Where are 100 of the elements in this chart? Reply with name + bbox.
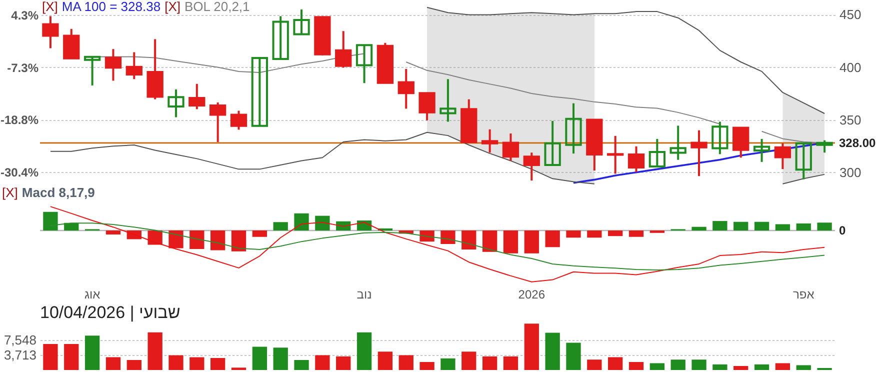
bar: [566, 342, 581, 370]
y-tick-label: 350: [840, 112, 862, 128]
y-tick-label: 400: [840, 60, 862, 75]
x-tick-label: 2026: [518, 288, 546, 302]
bar: [628, 230, 644, 237]
bar: [84, 336, 100, 370]
y-tick-label: 7,548: [4, 332, 36, 348]
candlestick: [418, 92, 436, 122]
bar: [692, 360, 706, 370]
bar: [273, 348, 288, 370]
bar: [545, 332, 560, 370]
candlestick: [502, 132, 520, 162]
bar: [315, 216, 330, 231]
candlestick: [398, 68, 414, 110]
candlestick: [670, 124, 686, 161]
candlestick: [753, 138, 770, 163]
candlestick: [104, 48, 122, 82]
bar: [462, 230, 476, 250]
annotation: [X]: [42, 0, 58, 14]
bar: [440, 358, 456, 370]
candlestick: [42, 15, 59, 50]
bar: [148, 230, 162, 245]
bar: [336, 356, 351, 370]
x-tick-label: נוב: [356, 288, 372, 302]
candlestick: [440, 78, 456, 123]
bar: [168, 355, 184, 370]
bar: [587, 360, 602, 370]
bar: [754, 364, 770, 370]
candlestick: [126, 51, 142, 80]
candlestick: [210, 101, 226, 144]
bar: [210, 230, 226, 250]
bar: [398, 355, 414, 370]
bar: [190, 230, 204, 249]
bar: [43, 212, 58, 231]
bar: [734, 222, 748, 231]
bar: [650, 363, 664, 370]
bar: [106, 230, 121, 234]
y-tick-label: 450: [840, 7, 862, 22]
bar: [294, 360, 309, 370]
bar: [503, 356, 518, 370]
candlestick: [795, 142, 812, 180]
text: שבועי | 10/04/2026: [39, 303, 182, 322]
candlestick: [544, 120, 561, 166]
candlestick: [607, 134, 624, 175]
text: MA 100 = 328.38: [62, 0, 161, 14]
bar: [775, 224, 790, 231]
bar: [503, 230, 518, 254]
bar: [796, 365, 811, 370]
text: BOL 20,2,1: [184, 0, 250, 14]
candlestick: [251, 57, 268, 127]
candlestick: [712, 120, 728, 156]
bar: [608, 230, 623, 236]
bar: [524, 324, 539, 370]
candlestick: [168, 88, 184, 118]
candlestick: [188, 82, 206, 110]
y2-tick-label: -7.3%: [7, 60, 39, 75]
bar: [482, 356, 498, 370]
y2-tick-label: 4.3%: [11, 8, 39, 22]
candlestick: [523, 152, 540, 182]
bar: [252, 346, 267, 370]
y2-tick-label: -30.4%: [0, 165, 39, 180]
bar: [252, 230, 267, 237]
candlestick: [335, 30, 352, 69]
bar: [273, 222, 288, 231]
bar: [796, 223, 811, 231]
ref-line-label: 0: [839, 224, 846, 238]
bar: [734, 366, 748, 370]
bar: [420, 362, 434, 370]
bar: [817, 222, 832, 231]
bar: [64, 344, 79, 370]
candlestick: [356, 44, 373, 84]
bar: [168, 230, 184, 248]
bar: [440, 230, 456, 244]
chart-title: Macd 8,17,9: [22, 185, 95, 200]
bar: [315, 355, 330, 370]
x-tick-label: אוג: [84, 288, 101, 302]
bar: [294, 213, 309, 231]
bar: [231, 230, 246, 252]
bar: [148, 332, 162, 370]
candlestick: [293, 8, 310, 36]
bar: [524, 230, 539, 254]
candlestick: [732, 126, 750, 159]
candlestick: [230, 110, 248, 131]
bar: [356, 332, 372, 370]
candlestick: [272, 15, 289, 60]
candlestick: [816, 139, 833, 154]
bar: [126, 360, 142, 370]
line-series: [426, 6, 826, 114]
y-tick-label: 3,713: [4, 348, 36, 363]
x-tick-label: אפר: [792, 288, 815, 302]
bar: [670, 360, 686, 370]
bar: [106, 357, 121, 370]
annotation: [X]: [164, 0, 180, 14]
bar: [566, 230, 581, 238]
ref-line-label: 328.00: [839, 136, 876, 150]
bar: [420, 230, 434, 242]
text: [X]: [2, 185, 18, 200]
bar: [712, 364, 728, 370]
candlestick: [84, 56, 101, 86]
candlestick: [481, 128, 498, 154]
